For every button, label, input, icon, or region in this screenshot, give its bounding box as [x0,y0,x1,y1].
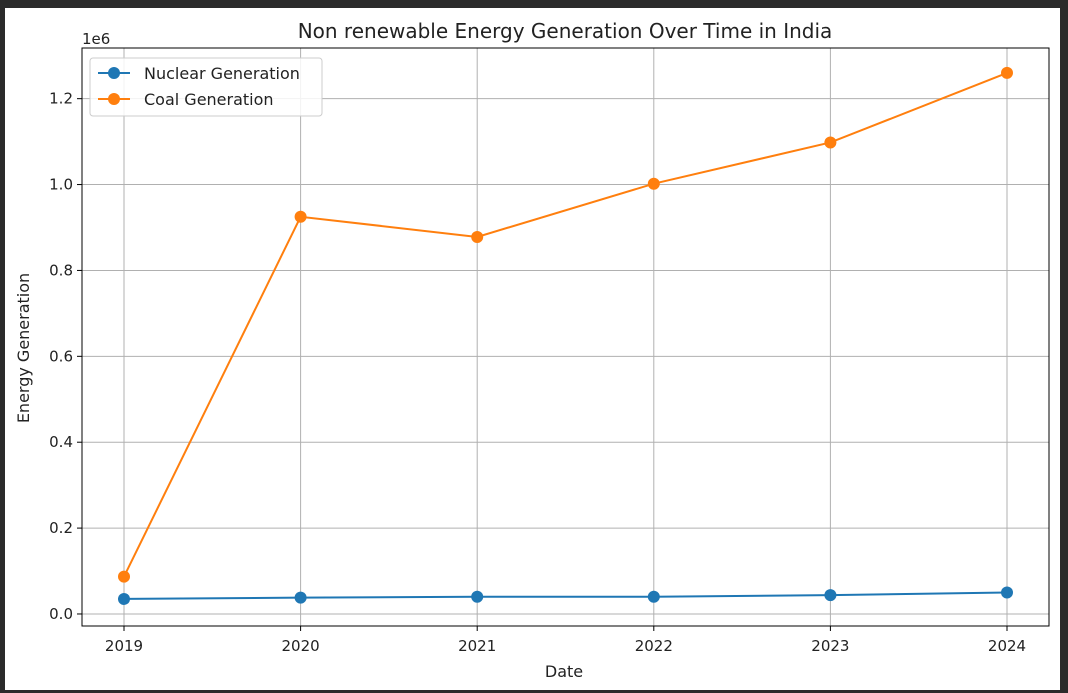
series-0 [118,586,1013,605]
series-line [123,71,1008,578]
legend-box [89,57,323,117]
legend: Nuclear Generation Coal Generation [89,57,323,117]
y-tick-label: 1.2 [49,90,73,108]
y-axis-label: Energy Generation [14,273,33,423]
data-point [118,592,130,605]
legend-label: Coal Generation [144,90,274,109]
data-point [471,230,484,243]
data-point [471,590,484,603]
line-chart: Non renewable Energy Generation Over Tim… [14,19,1050,681]
series-layer [118,66,1013,605]
data-point [1001,586,1013,599]
data-point [294,591,307,604]
legend-item: Coal Generation [98,90,274,109]
x-tick-label: 2024 [988,637,1026,655]
data-point [118,570,130,583]
x-tick-label: 2023 [811,637,849,655]
chart-title: Non renewable Energy Generation Over Tim… [298,19,833,43]
grid [82,48,1049,626]
x-tick-label: 2020 [282,637,320,655]
series-1 [118,66,1013,583]
x-axis-ticks: 2019 2020 2021 2022 2023 2024 [105,626,1026,655]
legend-label: Nuclear Generation [144,64,300,83]
legend-item: Nuclear Generation [98,64,300,83]
x-tick-label: 2021 [458,637,496,655]
legend-marker [108,67,120,79]
y-tick-label: 0.8 [49,261,73,279]
data-point [824,589,837,602]
plot-area-border [81,47,1050,627]
data-point [824,136,837,149]
y-tick-label: 0.6 [49,347,73,365]
y-tick-label: 0.0 [49,605,73,623]
data-point [294,210,307,223]
x-tick-label: 2022 [635,637,673,655]
x-axis-label: Date [545,662,583,681]
series-line [123,591,1008,600]
data-point [647,177,660,190]
data-point [1001,66,1013,79]
y-tick-label: 0.4 [49,433,73,451]
y-multiplier-label: 1e6 [82,30,110,48]
y-tick-label: 1.0 [49,176,73,194]
data-point [647,590,660,603]
y-tick-label: 0.2 [49,519,73,537]
legend-marker [108,93,120,105]
y-axis-ticks: 0.0 0.2 0.4 0.6 0.8 1.0 1.2 [49,90,82,623]
chart-frame: Non renewable Energy Generation Over Tim… [5,8,1060,690]
x-tick-label: 2019 [105,637,143,655]
